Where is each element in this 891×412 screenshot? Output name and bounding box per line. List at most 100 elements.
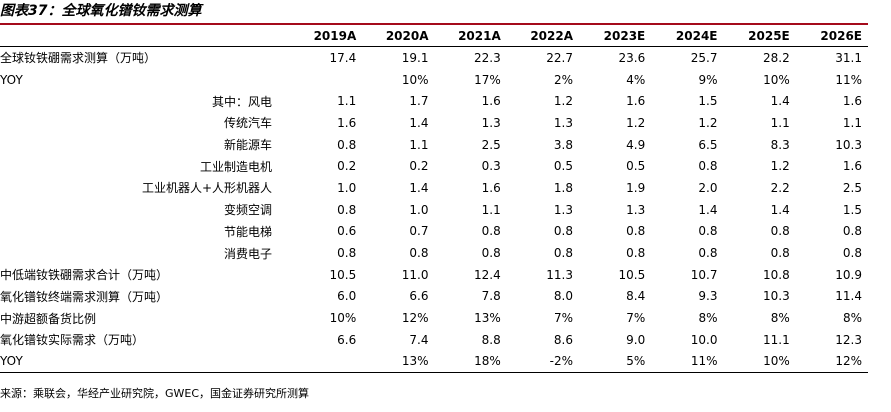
table-cell: 0.8 xyxy=(626,246,646,261)
table-cell xyxy=(290,350,363,374)
table-cell: 0.8 xyxy=(842,246,862,261)
table-cell: 0.8 xyxy=(553,246,573,261)
table-cell: 10.5 xyxy=(618,267,646,282)
column-header: 2025E xyxy=(723,26,796,47)
table-row: YOY 13% 18% -2% 5% 11% 10% 12% xyxy=(0,350,868,374)
table-cell: 0.8 xyxy=(698,159,718,174)
table-row: 氧化镨钕实际需求（万吨） 6.6 7.4 8.8 8.6 9.0 10.0 11.1 12.3 xyxy=(0,329,868,351)
source-note: 来源：乘联会，华经产业研究院，GWEC，国金证券研究所测算 xyxy=(0,387,310,400)
table-cell: 1.8 xyxy=(553,180,573,195)
table-cell: 0.6 xyxy=(337,224,357,239)
table-cell: 17% xyxy=(474,72,501,87)
table-cell: 6.5 xyxy=(698,137,718,152)
table-cell: 1.1 xyxy=(481,202,501,217)
table-cell: 8.6 xyxy=(553,332,573,347)
table-cell: 0.8 xyxy=(409,246,429,261)
table-cell: 11.0 xyxy=(401,267,429,282)
table-cell: 7.8 xyxy=(481,289,501,304)
table-cell: 2.5 xyxy=(481,137,501,152)
table-title: 图表37：全球氧化镨钕需求测算 xyxy=(0,3,202,19)
table-cell: 10% xyxy=(401,72,429,87)
row-label: 新能源车 xyxy=(223,138,272,153)
table-cell: 6.0 xyxy=(337,289,357,304)
table-cell: 1.1 xyxy=(770,115,790,130)
table-cell: 8% xyxy=(770,311,790,326)
table-cell: 2.0 xyxy=(698,180,718,195)
column-header: 2023E xyxy=(579,26,652,47)
table-cell: 1.1 xyxy=(409,137,429,152)
table-body: 全球钕铁硼需求测算（万吨） 17.4 19.1 22.3 22.7 23.6 25.7 28.… xyxy=(0,47,868,374)
table-cell: 10% xyxy=(723,350,796,374)
table-row: 中低端钕铁硼需求合计（万吨） 10.5 11.0 12.4 11.3 10.5 10.7 10… xyxy=(0,264,868,286)
table-cell: 10.9 xyxy=(835,267,862,282)
table-row: 节能电梯 0.6 0.7 0.8 0.8 0.8 0.8 0.8 0.8 xyxy=(0,221,868,243)
row-label: 氧化镨钕实际需求（万吨） xyxy=(0,333,145,348)
table-cell: 5% xyxy=(579,350,652,374)
table-cell: 0.2 xyxy=(337,159,357,174)
table-row: 氧化镨钕终端需求测算（万吨） 6.0 6.6 7.8 8.0 8.4 9.3 10.3 11.4 xyxy=(0,286,868,308)
table-cell: 0.8 xyxy=(481,224,501,239)
table-cell: 2% xyxy=(553,72,573,87)
table-cell: 2.2 xyxy=(770,180,790,195)
column-header: 2020A xyxy=(362,26,435,47)
table-cell: 13% xyxy=(474,311,501,326)
table-cell: 1.3 xyxy=(553,202,573,217)
table-cell: 1.6 xyxy=(842,159,862,174)
row-label: 中低端钕铁硼需求合计（万吨） xyxy=(0,268,169,283)
table-row: YOY 10% 17% 2% 4% 9% 10% 11% xyxy=(0,69,868,91)
table-cell: 8% xyxy=(698,311,718,326)
row-label: 变频空调 xyxy=(223,203,272,218)
table-cell: 12.4 xyxy=(474,267,501,282)
table-cell: 31.1 xyxy=(835,50,862,65)
table-cell: 8.4 xyxy=(626,289,646,304)
table-cell: 0.3 xyxy=(481,159,501,174)
table-row: 中游超额备货比例 10% 12% 13% 7% 7% 8% 8% 8% xyxy=(0,307,868,329)
row-label: 工业机器人+人形机器人 xyxy=(141,181,272,196)
table-cell: 17.4 xyxy=(329,50,357,65)
row-label: YOY xyxy=(0,350,290,374)
table-cell: 10.3 xyxy=(763,289,790,304)
table-cell: 11.4 xyxy=(835,289,862,304)
table-cell: 7% xyxy=(553,311,573,326)
row-label: 节能电梯 xyxy=(223,224,272,239)
table-cell: 0.8 xyxy=(842,224,862,239)
table-cell: 1.5 xyxy=(698,94,718,109)
table-cell: 2.5 xyxy=(842,180,862,195)
table-cell: 1.4 xyxy=(698,202,718,217)
demand-table: 2019A 2020A 2021A 2022A 2023E 2024E 2025… xyxy=(0,26,868,374)
table-row: 其中：风电 1.1 1.7 1.6 1.2 1.6 1.5 1.4 1.6 xyxy=(0,90,868,112)
row-label: 中游超额备货比例 xyxy=(0,311,97,326)
row-label: 传统汽车 xyxy=(223,116,272,131)
row-label: 其中：风电 xyxy=(211,94,272,109)
table-cell: 11.3 xyxy=(546,267,573,282)
table-cell: 0.8 xyxy=(553,224,573,239)
table-row: 全球钕铁硼需求测算（万吨） 17.4 19.1 22.3 22.7 23.6 25.7 28.… xyxy=(0,47,868,69)
column-header: 2026E xyxy=(795,26,868,47)
row-label: 工业制造电机 xyxy=(199,159,272,174)
table-cell: 0.8 xyxy=(337,202,357,217)
table-cell: 28.2 xyxy=(763,50,790,65)
table-cell: 10% xyxy=(763,72,790,87)
table-cell: 1.6 xyxy=(481,180,501,195)
table-cell: 1.4 xyxy=(409,115,429,130)
table-cell: 1.5 xyxy=(842,202,862,217)
column-header: 2021A xyxy=(434,26,507,47)
table-cell: 11.1 xyxy=(763,332,790,347)
row-label: 消费电子 xyxy=(223,246,272,261)
table-cell: 1.1 xyxy=(337,94,357,109)
table-cell: 12% xyxy=(795,350,868,374)
table-cell: 10% xyxy=(329,311,357,326)
table-cell: 0.5 xyxy=(553,159,573,174)
table-cell: 1.6 xyxy=(337,115,357,130)
table-cell xyxy=(290,69,362,91)
header-label-cell xyxy=(0,26,290,47)
table-cell: 6.6 xyxy=(337,332,357,347)
table-cell: 22.7 xyxy=(546,50,573,65)
table-cell: 11% xyxy=(835,72,862,87)
table-cell: 8.0 xyxy=(553,289,573,304)
table-row: 变频空调 0.8 1.0 1.1 1.3 1.3 1.4 1.4 1.5 xyxy=(0,199,868,221)
table-cell: 1.4 xyxy=(409,180,429,195)
table-cell: -2% xyxy=(506,350,579,374)
table-cell: 1.2 xyxy=(698,115,718,130)
table-cell: 12.3 xyxy=(835,332,862,347)
